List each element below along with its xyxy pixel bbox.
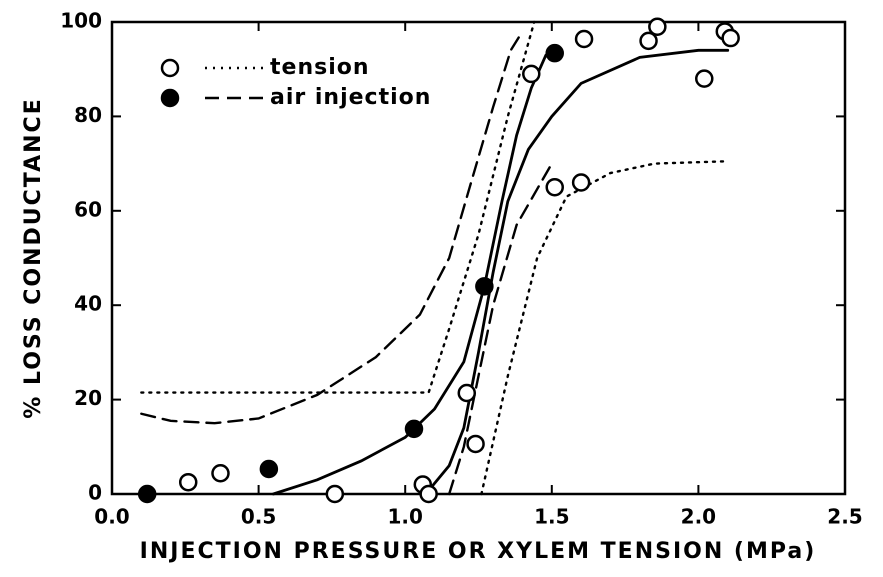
data-point [404, 419, 424, 439]
y-tick-label: 40 [74, 292, 102, 316]
data-point [721, 28, 740, 48]
data-point [648, 17, 667, 36]
fit-curve [271, 53, 548, 496]
fit-curve [140, 30, 524, 425]
y-tick-label: 100 [60, 9, 102, 33]
y-tick-label: 60 [74, 197, 102, 221]
data-point [211, 463, 230, 483]
data-point [466, 434, 485, 454]
data-point [571, 173, 591, 192]
x-tick-label: 2.0 [681, 505, 716, 529]
legend-marker [160, 88, 180, 108]
fit-curve [480, 160, 729, 496]
x-tick-label: 2.5 [827, 505, 862, 529]
y-tick-label: 20 [74, 386, 102, 410]
data-point [545, 43, 564, 63]
data-point [639, 31, 658, 51]
data-point [259, 459, 279, 479]
fit-curve [140, 20, 536, 394]
data-point [137, 484, 157, 504]
x-tick-label: 0.5 [241, 505, 276, 529]
y-axis-label: % LOSS CONDUCTANCE [21, 97, 46, 418]
y-tick-label: 80 [74, 103, 102, 127]
legend-label: tension [270, 55, 370, 80]
y-tick-label: 0 [88, 481, 102, 505]
legend-label: air injection [270, 85, 431, 110]
x-tick-label: 0.0 [94, 505, 129, 529]
data-point [574, 29, 594, 49]
data-point [545, 177, 564, 197]
data-point [475, 277, 494, 296]
fit-curve [424, 48, 730, 496]
data-point [522, 64, 541, 84]
x-tick-label: 1.5 [534, 505, 569, 529]
x-axis-label: INJECTION PRESSURE OR XYLEM TENSION (MPa… [140, 539, 817, 564]
x-tick-label: 1.0 [387, 505, 422, 529]
data-point [419, 484, 438, 504]
data-point [178, 472, 198, 492]
data-point [325, 484, 345, 504]
legend-marker [160, 58, 180, 78]
data-point [695, 69, 714, 88]
plot-frame [110, 20, 847, 496]
data-point [457, 383, 477, 403]
fit-curve [447, 162, 553, 496]
